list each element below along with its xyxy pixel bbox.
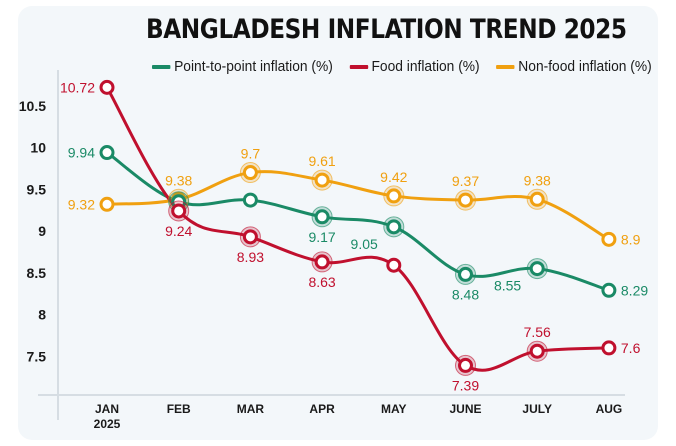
data-point xyxy=(601,282,617,298)
x-tick-label: JULY xyxy=(522,402,552,416)
data-label: 8.55 xyxy=(494,278,521,294)
data-point xyxy=(529,191,545,207)
data-point xyxy=(458,357,473,373)
data-label: 9.38 xyxy=(165,172,192,188)
y-tick-label: 7.5 xyxy=(27,348,47,364)
y-tick-label: 10.5 xyxy=(19,98,46,114)
legend-label: Food inflation (%) xyxy=(371,58,480,75)
legend-swatch-red xyxy=(349,64,368,69)
data-label: 9.7 xyxy=(241,146,261,162)
x-tick-label: JAN xyxy=(95,402,119,416)
data-label: 7.56 xyxy=(524,324,551,340)
data-label: 7.6 xyxy=(621,340,641,356)
data-label: 9.42 xyxy=(380,169,407,185)
data-point xyxy=(242,229,258,245)
data-point xyxy=(242,192,258,208)
data-point xyxy=(99,196,115,212)
data-label: 10.72 xyxy=(60,79,95,95)
data-point xyxy=(529,261,545,277)
data-point xyxy=(601,231,617,247)
data-point xyxy=(242,165,258,181)
data-point xyxy=(386,188,402,204)
legend-item-non-food: Non-food inflation (%) xyxy=(496,58,652,75)
x-tick-label: FEB xyxy=(167,402,191,416)
data-point xyxy=(458,266,473,282)
data-point xyxy=(314,209,330,225)
data-point xyxy=(386,219,402,235)
legend-swatch-orange xyxy=(496,64,515,69)
data-label: 9.94 xyxy=(68,145,95,161)
data-label: 9.17 xyxy=(308,229,335,245)
x-tick-label: MAR xyxy=(237,402,265,416)
data-label: 8.63 xyxy=(308,274,335,290)
data-label: 8.29 xyxy=(621,282,648,298)
legend-item-food: Food inflation (%) xyxy=(349,58,480,75)
data-point xyxy=(314,172,330,188)
legend: Point-to-point inflation (%) Food inflat… xyxy=(152,58,652,75)
data-point xyxy=(99,79,115,95)
x-tick-label: MAY xyxy=(381,402,407,416)
data-label: 8.9 xyxy=(621,231,641,247)
y-tick-label: 9 xyxy=(38,223,46,239)
data-label: 9.24 xyxy=(165,223,192,239)
data-label: 8.48 xyxy=(452,286,479,302)
y-tick-label: 8 xyxy=(38,307,46,323)
data-point xyxy=(529,343,545,359)
x-tick-label: JUNE xyxy=(449,402,481,416)
legend-label: Point-to-point inflation (%) xyxy=(174,58,333,75)
y-tick-label: 9.5 xyxy=(27,181,47,197)
data-label: 9.37 xyxy=(452,173,479,189)
data-point xyxy=(601,340,617,356)
data-labels: 9.32 9.38 9.7 9.61 9.42 9.37 9.38 8.9 9.94 9.17 9.… xyxy=(60,79,648,393)
data-label: 9.61 xyxy=(308,153,335,169)
series-markers xyxy=(99,79,617,376)
data-point xyxy=(171,203,187,219)
y-tick-label: 8.5 xyxy=(27,265,47,281)
x-tick-label: APR xyxy=(309,402,335,416)
data-point xyxy=(99,145,115,161)
legend-swatch-green xyxy=(152,64,171,69)
legend-item-point-to-point: Point-to-point inflation (%) xyxy=(152,58,333,75)
data-label: 9.32 xyxy=(68,196,95,212)
chart-panel xyxy=(18,6,658,440)
data-label: 9.38 xyxy=(524,172,551,188)
data-label: 8.93 xyxy=(237,249,264,265)
data-point xyxy=(386,257,402,273)
data-label: 9.05 xyxy=(351,236,378,252)
x-tick-label: 2025 xyxy=(94,417,121,431)
legend-label: Non-food inflation (%) xyxy=(518,58,652,75)
x-tick-label: AUG xyxy=(596,402,623,416)
data-label: 7.39 xyxy=(452,377,479,393)
y-tick-label: 10 xyxy=(30,140,46,156)
chart-title: BANGLADESH INFLATION TREND 2025 xyxy=(146,14,627,45)
data-point xyxy=(458,192,473,208)
data-point xyxy=(314,254,330,270)
